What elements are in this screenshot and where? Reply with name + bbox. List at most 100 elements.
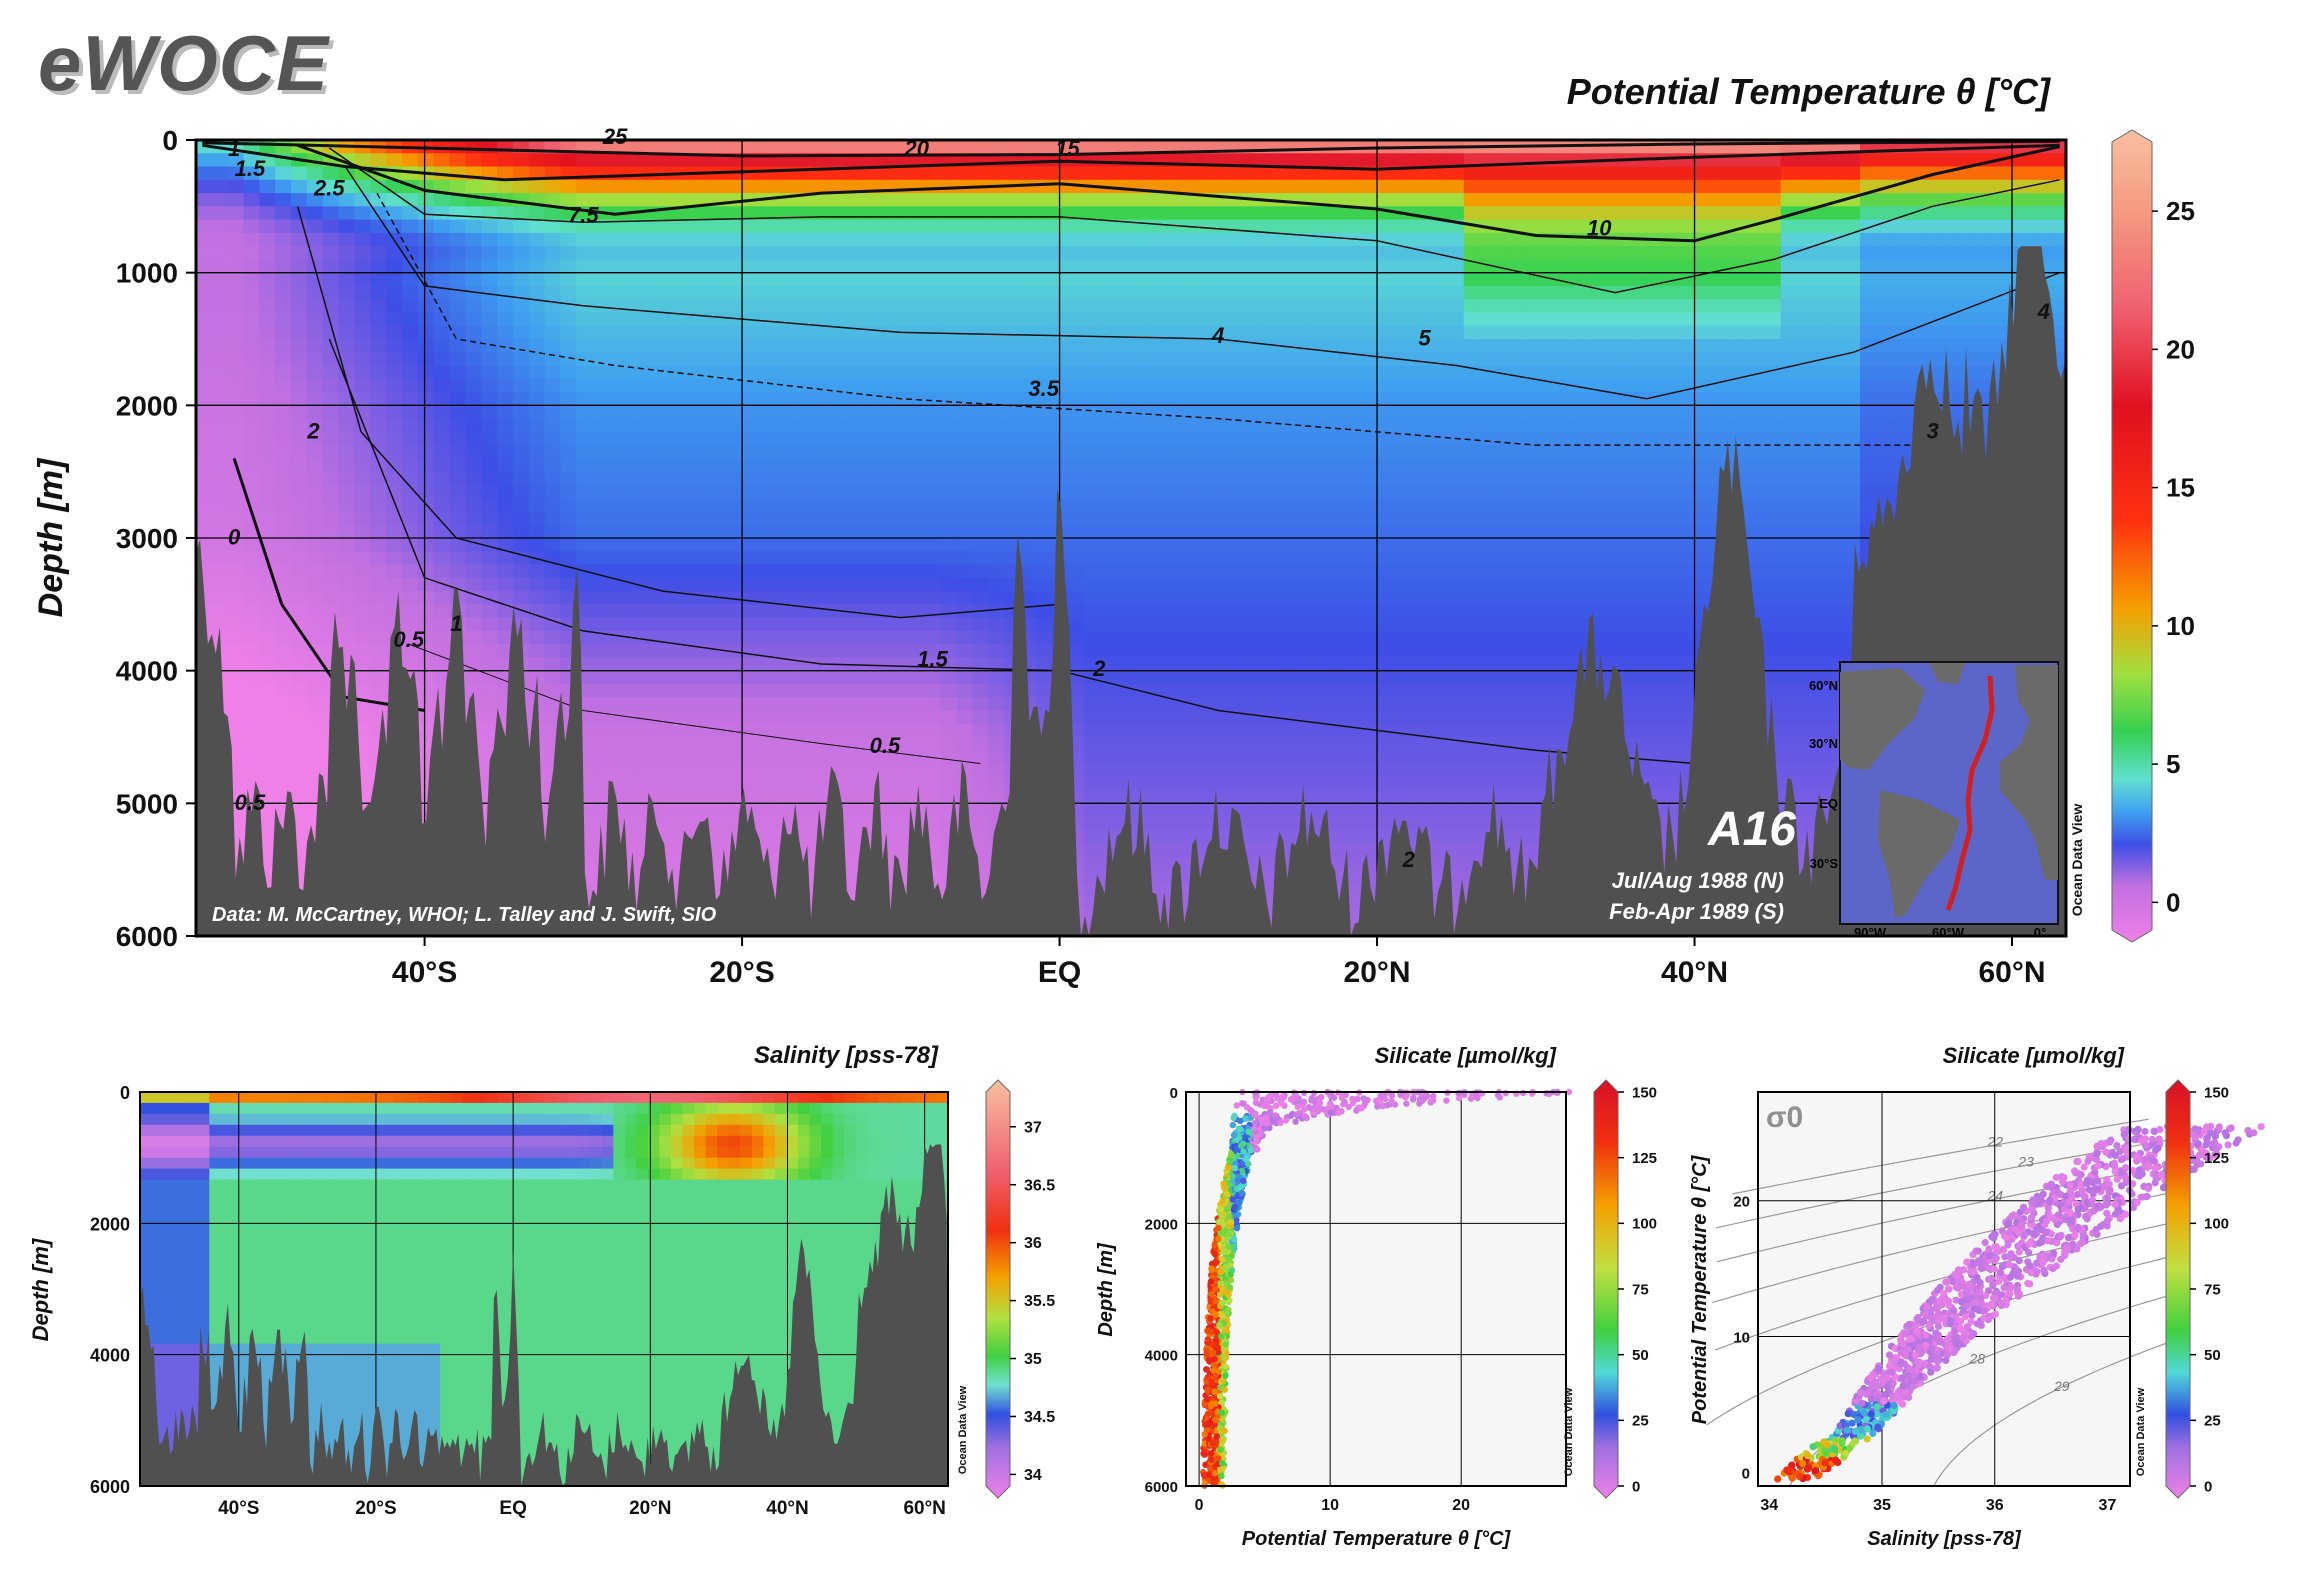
- theta-cell: [338, 299, 355, 314]
- theta-cell: [925, 445, 942, 459]
- theta-cell: [433, 644, 451, 658]
- theta-cell: [1447, 325, 1465, 340]
- theta-cell: [243, 352, 260, 367]
- theta-cell: [481, 710, 498, 725]
- theta-cell: [306, 511, 324, 526]
- theta-cell: [512, 365, 530, 380]
- theta-cell: [925, 538, 942, 552]
- theta-cell: [306, 564, 324, 579]
- theta-cell: [1463, 272, 1481, 287]
- theta-cell: [1194, 339, 1211, 353]
- theta-cell: [798, 790, 815, 804]
- theta-cell: [1321, 445, 1338, 459]
- theta-cell: [734, 484, 752, 499]
- theta-cell: [1416, 219, 1433, 234]
- theta-cell: [592, 657, 609, 672]
- theta-cell: [465, 405, 482, 420]
- theta-cell: [798, 723, 815, 738]
- theta-cell: [829, 232, 847, 247]
- theta-cell: [417, 418, 435, 433]
- theta-cell: [623, 272, 641, 287]
- theta-cell: [1194, 445, 1211, 459]
- theta-cell: [877, 657, 894, 672]
- theta-cell: [1479, 723, 1496, 738]
- theta-cell: [623, 458, 641, 473]
- theta-cell: [877, 392, 894, 406]
- theta-cell: [703, 365, 720, 380]
- theta-cell: [1083, 246, 1100, 260]
- theta-cell: [1289, 617, 1306, 632]
- theta-cell: [322, 431, 340, 446]
- theta-cell: [370, 285, 387, 300]
- theta-cell: [798, 498, 815, 513]
- theta-cell: [1416, 803, 1433, 818]
- theta-cell: [1226, 458, 1243, 473]
- theta-cell: [1479, 312, 1496, 327]
- theta-cell: [1241, 378, 1259, 393]
- theta-cell: [386, 352, 403, 367]
- theta-cell: [956, 431, 974, 446]
- theta-cell: [497, 604, 514, 619]
- theta-cell: [1384, 484, 1401, 499]
- theta-cell: [211, 352, 229, 367]
- theta-cell: [243, 206, 260, 221]
- theta-cell: [465, 458, 482, 473]
- theta-cell: [592, 524, 609, 539]
- theta-cell: [972, 272, 989, 287]
- theta-cell: [766, 564, 783, 579]
- theta-cell: [544, 179, 561, 194]
- theta-cell: [322, 524, 340, 539]
- theta-cell: [1305, 392, 1322, 406]
- theta-cell: [481, 524, 498, 539]
- theta-cell: [861, 166, 878, 181]
- theta-cell: [798, 776, 815, 791]
- theta-cell: [592, 392, 609, 406]
- theta-cell: [1083, 445, 1100, 459]
- theta-cell: [1115, 617, 1132, 632]
- theta-cell: [988, 538, 1005, 552]
- theta-cell: [211, 272, 229, 287]
- theta-cell: [1495, 511, 1512, 526]
- theta-cell: [465, 153, 482, 168]
- theta-cell: [1289, 458, 1306, 473]
- theta-cell: [1020, 431, 1037, 446]
- theta-cell: [877, 431, 894, 446]
- theta-cell: [354, 670, 371, 685]
- theta-cell: [1226, 378, 1243, 393]
- theta-cell: [877, 166, 894, 181]
- theta-cell: [782, 591, 799, 605]
- theta-cell: [1083, 193, 1100, 207]
- theta-cell: [211, 325, 229, 340]
- theta-cell: [402, 392, 419, 406]
- theta-cell: [497, 418, 514, 433]
- theta-cell: [1495, 591, 1512, 605]
- theta-cell: [798, 697, 815, 712]
- theta-cell: [687, 405, 704, 420]
- theta-cell: [814, 604, 831, 619]
- theta-cell: [829, 339, 847, 353]
- theta-cell: [243, 591, 260, 605]
- theta-cell: [940, 272, 958, 287]
- theta-cell: [576, 431, 593, 446]
- theta-cell: [750, 140, 768, 154]
- theta-cell: [1067, 285, 1084, 300]
- theta-cell: [1194, 471, 1211, 486]
- theta-cell: [1273, 166, 1290, 181]
- theta-cell: [227, 524, 245, 539]
- theta-cell: [1210, 179, 1227, 194]
- theta-cell: [877, 206, 894, 221]
- theta-cell: [829, 246, 847, 260]
- theta-cell: [354, 339, 371, 353]
- theta-cell: [1115, 285, 1132, 300]
- theta-cell: [1447, 869, 1465, 884]
- theta-cell: [703, 431, 720, 446]
- theta-cell: [972, 710, 989, 725]
- theta-cell: [1226, 166, 1243, 181]
- theta-cell: [1131, 431, 1148, 446]
- theta-cell: [1226, 471, 1243, 486]
- theta-cell: [1289, 153, 1306, 168]
- theta-cell: [1479, 431, 1496, 446]
- theta-cell: [1194, 564, 1211, 579]
- theta-cell: [1083, 577, 1100, 592]
- theta-cell: [1479, 710, 1496, 725]
